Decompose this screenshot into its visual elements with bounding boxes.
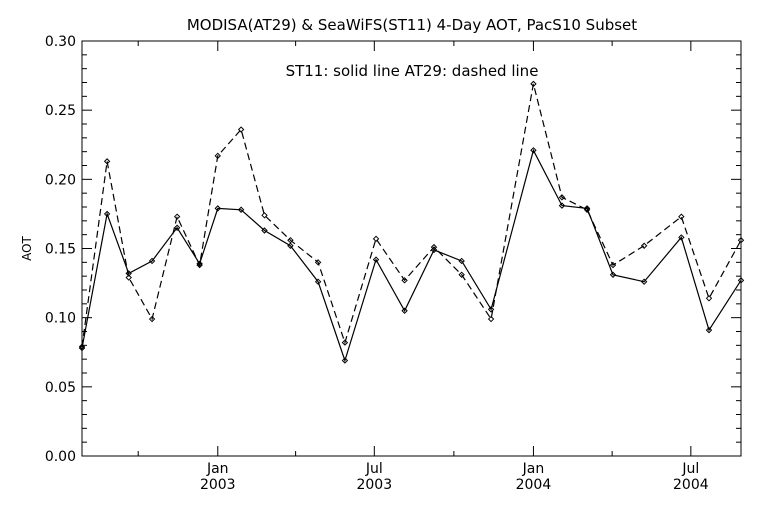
data-point-st11	[261, 227, 268, 234]
x-tick-label-month: Jan	[522, 461, 545, 477]
data-point-at29	[341, 339, 349, 346]
data-point-at29	[196, 261, 203, 269]
y-tick-label: 0.20	[45, 172, 76, 188]
data-point-at29	[103, 158, 111, 165]
y-tick-label: 0.00	[45, 449, 76, 465]
data-point-at29	[530, 80, 537, 88]
data-point-st11	[609, 271, 617, 278]
data-point-at29	[125, 274, 132, 281]
data-point-st11	[583, 205, 591, 212]
data-point-st11	[214, 205, 221, 212]
x-tick-label-year: 2003	[356, 477, 392, 493]
data-point-at29	[401, 277, 408, 284]
data-point-at29	[214, 152, 221, 160]
data-point-at29	[430, 243, 438, 251]
data-point-at29	[372, 235, 380, 243]
data-point-st11	[237, 206, 245, 213]
data-point-st11	[372, 256, 380, 263]
data-point-at29	[287, 236, 294, 244]
data-point-st11	[341, 357, 349, 364]
data-point-st11	[196, 260, 203, 267]
plot-frame	[81, 40, 742, 457]
data-point-st11	[78, 344, 86, 352]
data-point-at29	[173, 213, 181, 220]
x-tick-label-year: 2004	[673, 477, 709, 493]
data-point-st11	[487, 306, 495, 313]
data-point-st11	[678, 234, 685, 241]
chart-title: MODISA(AT29) & SeaWiFS(ST11) 4-Day AOT, …	[187, 16, 637, 34]
series-line-at29	[81, 83, 742, 347]
data-point-at29	[314, 259, 322, 266]
data-point-at29	[678, 213, 685, 220]
data-point-st11	[401, 307, 408, 314]
data-point-st11	[558, 202, 566, 209]
data-point-st11	[125, 270, 132, 277]
x-tick-label-month: Jul	[365, 461, 383, 477]
data-point-at29	[458, 271, 465, 278]
x-tick-label-month: Jan	[206, 461, 229, 477]
y-tick-label: 0.10	[45, 311, 76, 327]
data-point-st11	[287, 242, 294, 249]
series-line-st11	[81, 148, 742, 363]
y-tick-label: 0.15	[45, 242, 76, 258]
data-point-at29	[558, 194, 566, 201]
data-point-at29	[148, 315, 156, 323]
chart-annotation: ST11: solid line AT29: dashed line	[286, 62, 539, 80]
data-point-at29	[261, 212, 268, 219]
data-point-st11	[314, 278, 322, 285]
data-point-at29	[640, 242, 648, 249]
series-markers	[78, 80, 745, 364]
data-point-st11	[737, 277, 745, 284]
x-tick-label-year: 2003	[200, 477, 236, 493]
data-point-at29	[583, 206, 591, 213]
y-tick-label: 0.05	[45, 380, 76, 396]
data-point-st11	[173, 224, 181, 231]
y-axis-label: AOT	[20, 235, 34, 260]
y-tick-label: 0.25	[45, 103, 76, 119]
data-point-st11	[148, 257, 156, 265]
data-point-st11	[530, 147, 537, 154]
axis-ticks	[82, 40, 741, 457]
data-point-st11	[705, 326, 713, 334]
x-tick-label-month: Jul	[681, 461, 699, 477]
data-point-st11	[458, 257, 465, 265]
data-point-at29	[705, 295, 713, 302]
data-point-at29	[609, 261, 617, 269]
y-tick-label: 0.30	[45, 34, 76, 50]
data-point-at29	[737, 236, 745, 244]
data-point-st11	[640, 278, 648, 285]
data-point-at29	[237, 126, 245, 133]
x-tick-label-year: 2004	[516, 477, 552, 493]
data-point-at29	[78, 343, 86, 350]
data-point-st11	[103, 210, 111, 218]
data-point-at29	[487, 315, 495, 323]
series-lines	[81, 83, 742, 363]
tick-labels: 0.000.050.100.150.200.250.30Jan2003Jul20…	[45, 34, 709, 493]
